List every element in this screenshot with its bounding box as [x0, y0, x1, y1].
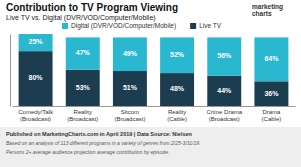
bar: [66, 70, 100, 106]
bar: [254, 37, 288, 81]
x-tick: Crime Drama(Broadcast): [206, 109, 242, 122]
data-label: 52%: [170, 51, 185, 58]
axis-line: [13, 106, 296, 107]
data-label: 47%: [76, 49, 91, 56]
x-tick-label-line: Comedy/Talk: [18, 109, 54, 115]
axis-line: [10, 35, 11, 107]
chart: Contribution to TV Program ViewingLive T…: [0, 0, 301, 167]
data-label: 49%: [123, 50, 138, 57]
x-tick-label-line: (Broadcast): [20, 116, 51, 122]
x-tick-label: Reality(Broadcast): [67, 109, 98, 122]
x-tick-label-line: (Broadcast): [209, 116, 240, 122]
x-tick-label-line: (Cable): [167, 116, 187, 122]
data-label: 36%: [264, 90, 279, 97]
x-tick: Drama(Cable): [262, 109, 282, 122]
x-tick-label: Drama(Cable): [262, 109, 282, 122]
bar: [160, 37, 194, 73]
x-tick-label-line: (Broadcast): [67, 116, 98, 122]
data-label: 44%: [217, 87, 232, 94]
x-axis: Comedy/Talk(Broadcast)Reality(Broadcast)…: [13, 107, 296, 123]
data-label: 80%: [29, 74, 44, 81]
legend-swatch: [190, 23, 196, 29]
footer-note: Published on MarketingCharts.com in Apri…: [6, 131, 193, 137]
data-label: 25%: [29, 38, 44, 45]
data-label: 51%: [123, 84, 138, 91]
legend-label: Digital (DVR/VOD/Computer/Mobile): [71, 22, 176, 30]
data-label: 53%: [76, 84, 91, 91]
x-tick-label-line: Drama: [262, 109, 281, 115]
x-tick: Comedy/Talk(Broadcast): [18, 109, 54, 122]
subtitle: Live TV vs. Digital (DVR/VOD/Computer/Mo…: [6, 14, 156, 22]
x-tick-label: Reality(Cable): [167, 109, 187, 122]
bar: [207, 37, 241, 75]
legend-item: Live TV: [190, 22, 222, 29]
annotation-line: charts: [252, 10, 272, 17]
data-label: 56%: [217, 52, 232, 59]
bar: [19, 34, 53, 51]
x-tick-label-line: (Cable): [262, 116, 282, 122]
x-tick-label: Comedy/Talk(Broadcast): [18, 109, 54, 122]
series-bars: [19, 34, 289, 81]
bar: [113, 37, 147, 71]
footer-background: [0, 127, 301, 167]
legend-item: Digital (DVR/VOD/Computer/Mobile): [62, 22, 176, 30]
bar: [113, 71, 147, 106]
footer-note: Persons 2+ average audience projection a…: [6, 149, 169, 155]
x-tick-label-line: (Broadcast): [114, 116, 145, 122]
x-tick-label-line: Crime Drama: [206, 109, 242, 115]
x-tick-label-line: Reality: [168, 109, 186, 115]
bar: [19, 51, 53, 106]
legend-label: Live TV: [199, 22, 222, 29]
y-axis: [10, 35, 11, 107]
legend: Digital (DVR/VOD/Computer/Mobile) Live TV: [62, 22, 222, 30]
data-label: 64%: [264, 55, 279, 62]
x-tick: Reality(Broadcast): [67, 109, 98, 122]
x-tick-label-line: Reality: [74, 109, 92, 115]
bar: [207, 76, 241, 106]
footer-note: Based on an analysis of 113 different pr…: [6, 140, 200, 146]
data-label: 48%: [170, 85, 185, 92]
bar: [254, 81, 288, 106]
bar: [160, 73, 194, 106]
x-tick: Reality(Cable): [167, 109, 187, 122]
x-tick: Sitcom(Broadcast): [114, 109, 145, 122]
annotation: marketingcharts: [252, 3, 283, 17]
data-labels: 80% 53% 51% 48% 44% 36% 25% 47% 49% 52% 56% 64%: [29, 38, 280, 96]
title: Contribution to TV Program Viewing: [6, 2, 178, 13]
bars: [19, 34, 289, 106]
x-tick-label: Sitcom(Broadcast): [114, 109, 145, 122]
x-tick-label-line: Sitcom: [121, 109, 139, 115]
bar: [66, 37, 100, 69]
legend-swatch: [62, 23, 68, 29]
series-bars: [19, 51, 289, 106]
x-tick-label: Crime Drama(Broadcast): [206, 109, 242, 122]
